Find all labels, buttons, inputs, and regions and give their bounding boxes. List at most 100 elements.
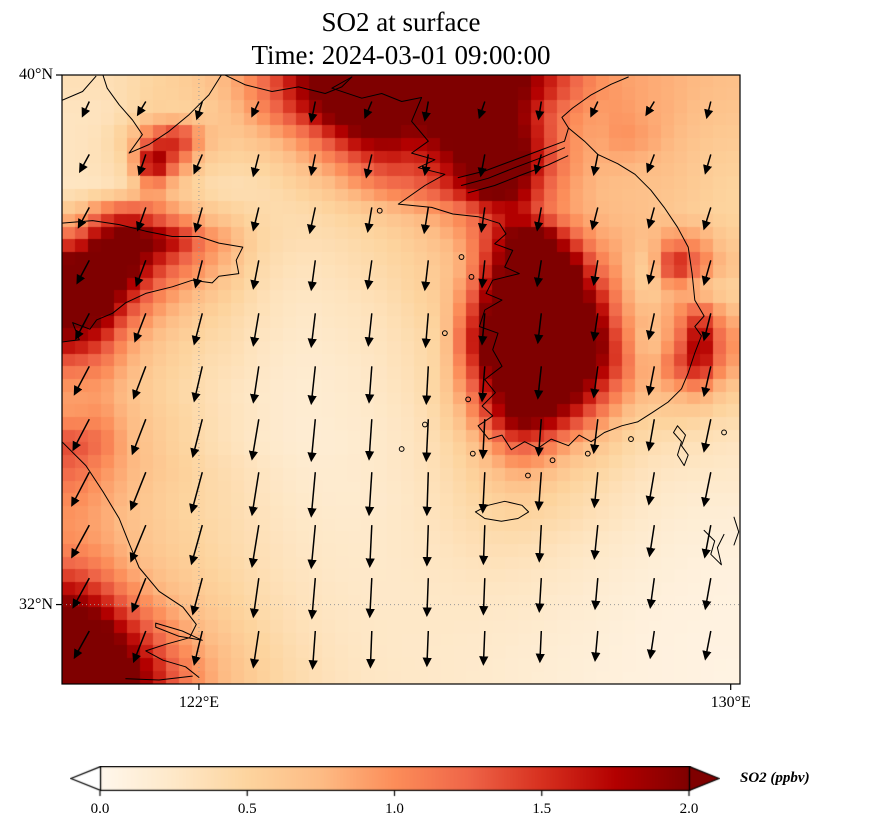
- colorbar-canvas: [70, 766, 720, 798]
- wind-arrow: [130, 418, 147, 456]
- wind-arrow: [646, 260, 656, 285]
- wind-arrow: [590, 366, 600, 399]
- chart-title: SO2 at surface: [321, 7, 481, 37]
- heatmap-canvas: [62, 75, 740, 684]
- wind-arrow: [421, 313, 431, 349]
- wind-arrow: [248, 472, 260, 517]
- wind-arrow: [701, 366, 712, 398]
- tsushima-island: [673, 425, 689, 467]
- wind-arrow: [190, 419, 204, 459]
- small-island: [628, 436, 634, 442]
- wind-arrow: [645, 472, 656, 506]
- small-island: [584, 450, 591, 457]
- wind-arrow: [590, 101, 599, 118]
- wind-arrow: [132, 366, 147, 400]
- wind-arrow: [308, 101, 318, 124]
- chart-subtitle: Time: 2024-03-01 09:00:00: [251, 40, 551, 70]
- wind-arrow: [590, 154, 600, 177]
- wind-arrow: [701, 419, 712, 453]
- wind-arrow: [534, 419, 544, 457]
- small-island: [721, 429, 727, 436]
- wind-arrow: [250, 207, 260, 232]
- wind-arrow: [72, 577, 90, 609]
- wind-arrow: [249, 630, 260, 669]
- wind-arrow: [645, 366, 656, 396]
- wind-arrow: [645, 419, 656, 452]
- wind-arrow: [73, 365, 90, 396]
- small-island: [468, 273, 475, 280]
- wind-arrow: [136, 101, 147, 117]
- x-tick-label: 122°E: [178, 694, 220, 711]
- wind-arrow: [590, 313, 600, 342]
- wind-arrow: [646, 524, 656, 558]
- wind-arrow: [364, 313, 374, 347]
- wind-arrow: [421, 101, 431, 122]
- wind-arrow: [251, 101, 260, 118]
- wind-arrow: [365, 525, 375, 568]
- wind-arrow: [365, 578, 375, 619]
- gridlines-layer: [62, 75, 740, 684]
- wind-arrow: [189, 524, 204, 566]
- wind-arrow: [422, 630, 432, 668]
- wind-arrow: [591, 630, 601, 662]
- wind-arrow: [129, 524, 147, 563]
- wind-arrow: [703, 154, 713, 175]
- wind-arrow: [478, 419, 488, 460]
- wind-arrow: [250, 260, 260, 290]
- colorbar-tick-label: 1.0: [385, 801, 404, 817]
- wind-arrow: [479, 578, 489, 616]
- wind-arrow: [136, 207, 147, 232]
- colorbar-tick-label: 0.0: [90, 801, 110, 817]
- wind-arrow: [420, 207, 431, 235]
- small-island: [469, 450, 476, 457]
- wind-arrow: [189, 472, 204, 514]
- wind-arrow: [77, 207, 90, 229]
- wind-arrow: [191, 313, 204, 346]
- wind-arrow: [535, 525, 545, 563]
- wind-arrow: [590, 525, 600, 560]
- colorbar-tick-label: 1.5: [532, 801, 552, 817]
- wind-arrow: [363, 101, 373, 120]
- small-island: [398, 446, 405, 452]
- liaodong-peninsula: [102, 75, 222, 154]
- wind-arrow: [364, 419, 375, 461]
- wind-arrow: [308, 630, 318, 670]
- shandong-coast: [62, 220, 244, 343]
- wind-arrow: [422, 472, 432, 517]
- wind-arrow: [422, 525, 432, 567]
- wind-arrow: [250, 313, 260, 347]
- wind-arrow: [478, 260, 488, 289]
- colorbar-tick-label: 0.5: [237, 801, 257, 817]
- wind-arrow: [534, 313, 544, 345]
- wind-arrow: [704, 101, 714, 120]
- wind-arrow: [646, 154, 655, 174]
- wind-quiver-layer: [71, 101, 714, 670]
- wind-arrow: [250, 154, 260, 178]
- goto-islands-2: [733, 516, 740, 546]
- wind-arrow: [477, 101, 487, 120]
- wind-arrow: [534, 366, 544, 400]
- small-island: [422, 421, 428, 428]
- wind-arrow: [535, 101, 545, 121]
- wind-arrow: [132, 630, 147, 664]
- chart-title-block: SO2 at surface Time: 2024-03-01 09:00:00: [62, 6, 740, 72]
- river-3: [467, 155, 569, 194]
- wind-arrow: [477, 207, 488, 233]
- wind-arrow: [363, 154, 373, 179]
- wind-arrow: [72, 418, 90, 452]
- wind-arrow: [645, 313, 656, 341]
- goto-islands-1: [703, 529, 725, 566]
- coastlines-layer: [62, 75, 740, 681]
- wind-arrow: [477, 154, 487, 178]
- wind-arrow: [366, 630, 376, 669]
- wind-arrow: [364, 260, 374, 290]
- wind-arrow: [75, 312, 90, 341]
- wind-arrow: [701, 472, 712, 508]
- wind-arrow: [194, 101, 204, 121]
- wind-arrow: [79, 154, 90, 174]
- wind-arrow: [248, 524, 260, 568]
- wind-arrow: [422, 366, 432, 406]
- wind-arrow: [702, 577, 712, 611]
